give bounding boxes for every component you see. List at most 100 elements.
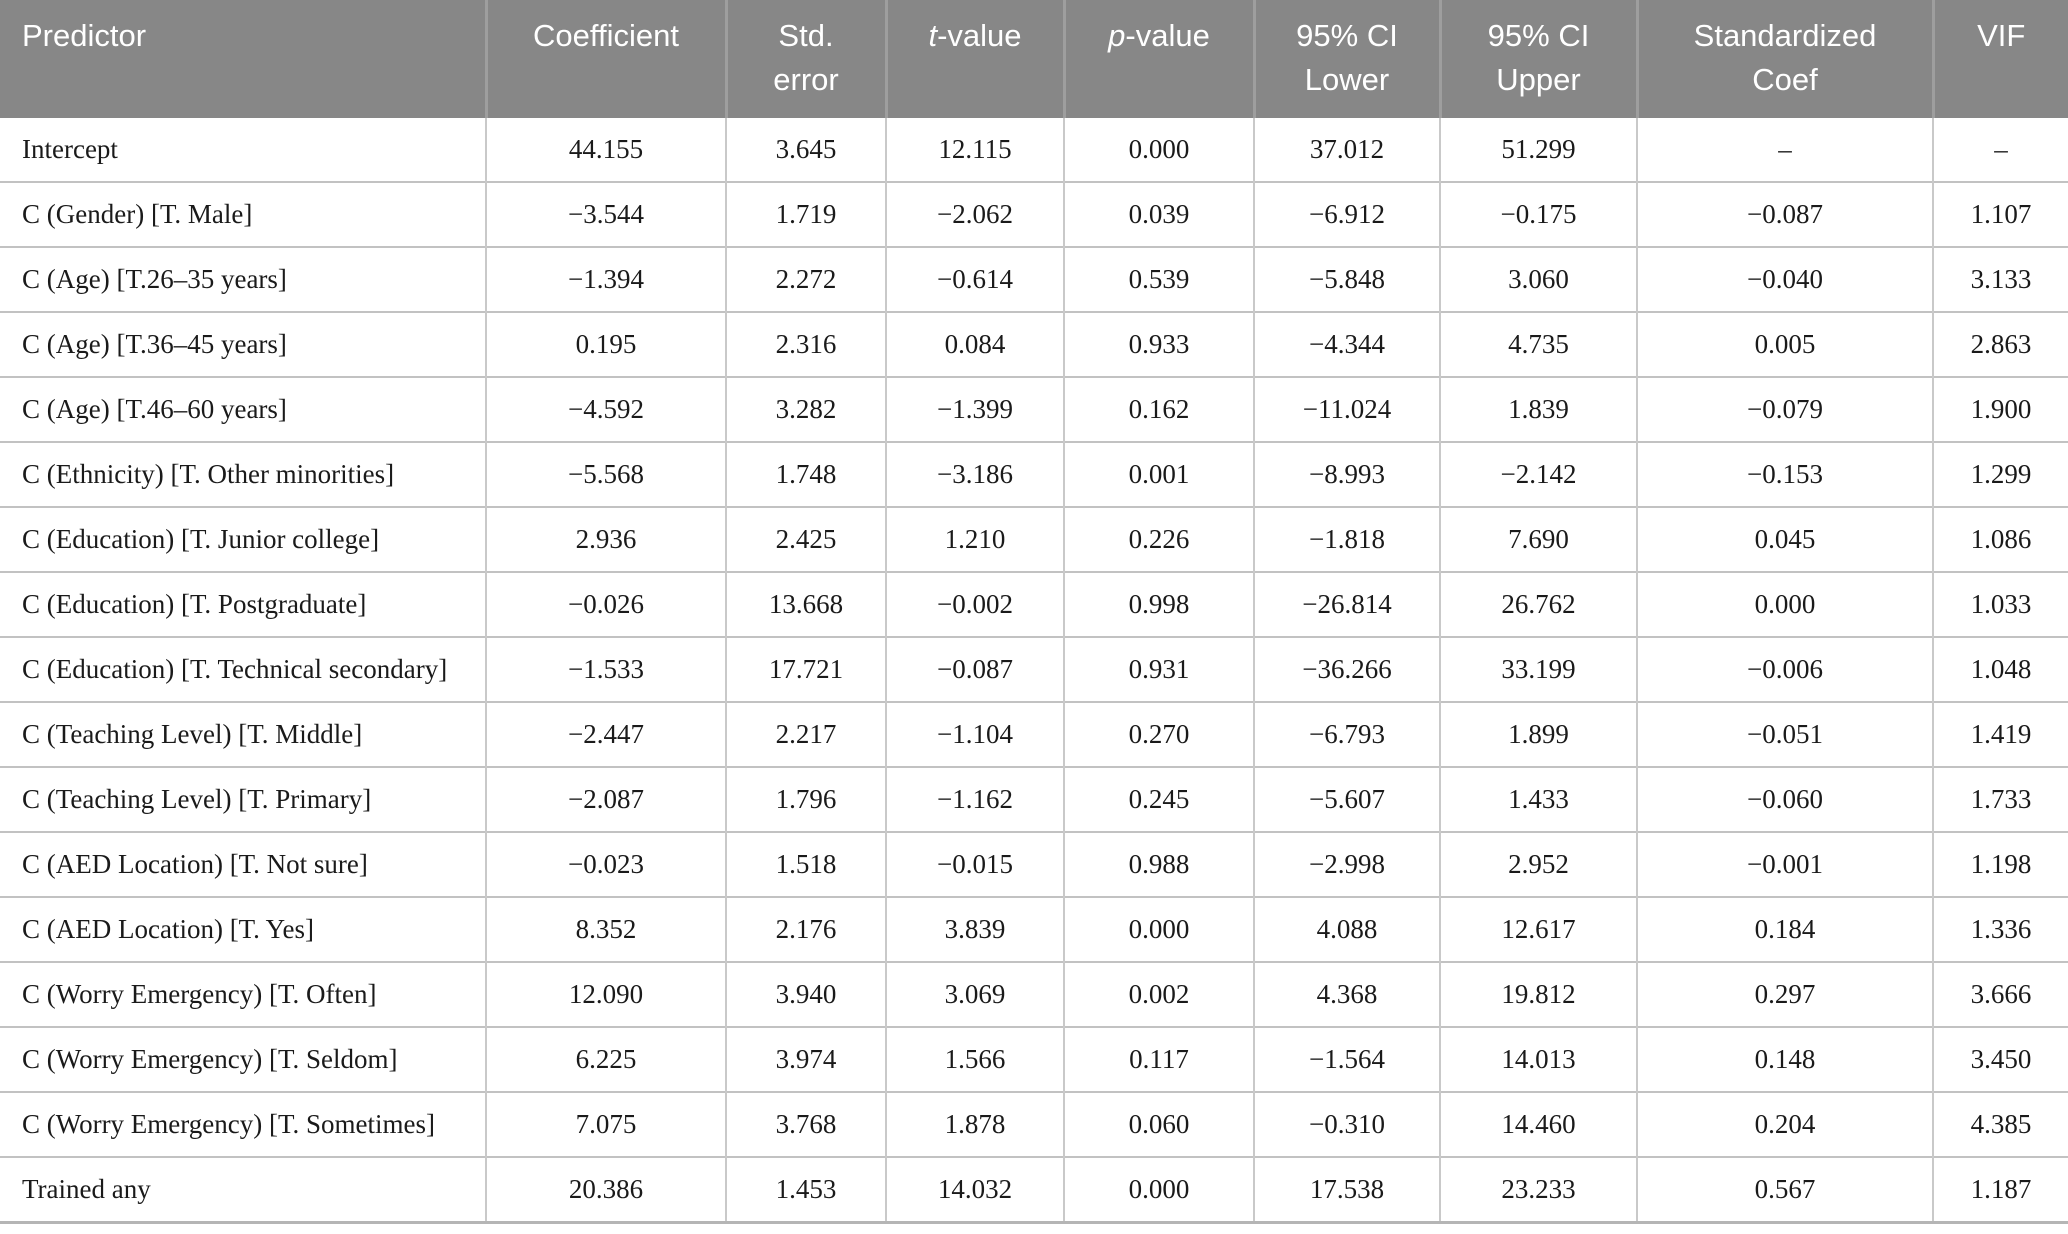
table-row: C (Teaching Level) [T. Primary] −2.087 1.7… — [0, 766, 2068, 832]
table-row: C (AED Location) [T. Yes] 8.352 2.176 3.839… — [0, 896, 2068, 962]
cell-p-value: 0.001 — [1063, 441, 1254, 507]
cell-p-value: 0.000 — [1063, 1156, 1254, 1223]
cell-std-coef: −0.153 — [1636, 441, 1933, 507]
cell-ci-lower: −4.344 — [1253, 311, 1440, 377]
header-label-line: Lower — [1304, 62, 1390, 97]
cell-p-value: 0.933 — [1063, 311, 1254, 377]
cell-coefficient: 6.225 — [485, 1026, 726, 1092]
header-label-line: Upper — [1496, 62, 1581, 97]
cell-coefficient: −5.568 — [485, 441, 726, 507]
cell-predictor: C (AED Location) [T. Not sure] — [0, 831, 486, 897]
cell-ci-upper: −2.142 — [1439, 441, 1637, 507]
cell-ci-upper: 7.690 — [1439, 506, 1637, 572]
cell-p-value: 0.162 — [1063, 376, 1254, 442]
cell-vif: 1.900 — [1932, 376, 2068, 442]
cell-vif: 3.133 — [1932, 246, 2068, 312]
cell-p-value: 0.039 — [1063, 181, 1254, 247]
table-row: C (Gender) [T. Male] −3.544 1.719 −2.062 0.0… — [0, 181, 2068, 247]
cell-t-value: 14.032 — [885, 1156, 1064, 1223]
cell-std-coef: −0.087 — [1636, 181, 1933, 247]
table-row: Intercept 44.155 3.645 12.115 0.000 37.012 51.… — [0, 118, 2068, 182]
cell-std-coef: −0.001 — [1636, 831, 1933, 897]
cell-p-value: 0.060 — [1063, 1091, 1254, 1157]
cell-vif: 1.033 — [1932, 571, 2068, 637]
cell-vif: 1.187 — [1932, 1156, 2068, 1223]
table-row: C (AED Location) [T. Not sure] −0.023 1.51… — [0, 831, 2068, 897]
cell-predictor: C (Education) [T. Junior college] — [0, 506, 486, 572]
cell-coefficient: −2.087 — [485, 766, 726, 832]
cell-std-error: 2.316 — [725, 311, 886, 377]
cell-ci-upper: 33.199 — [1439, 636, 1637, 702]
cell-coefficient: −4.592 — [485, 376, 726, 442]
cell-std-coef: −0.006 — [1636, 636, 1933, 702]
cell-ci-upper: 2.952 — [1439, 831, 1637, 897]
header-cell-coefficient: Coefficient — [484, 0, 726, 118]
cell-p-value: 0.931 — [1063, 636, 1254, 702]
cell-std-coef: −0.051 — [1636, 701, 1933, 767]
header-label-line: VIF — [1977, 18, 2026, 53]
cell-std-error: 1.748 — [725, 441, 886, 507]
cell-std-error: 2.272 — [725, 246, 886, 312]
cell-p-value: 0.270 — [1063, 701, 1254, 767]
cell-vif: 1.336 — [1932, 896, 2068, 962]
cell-std-coef: 0.184 — [1636, 896, 1933, 962]
cell-std-coef: 0.000 — [1636, 571, 1933, 637]
cell-std-error: 3.282 — [725, 376, 886, 442]
cell-std-error: 13.668 — [725, 571, 886, 637]
cell-ci-upper: 51.299 — [1439, 118, 1637, 182]
cell-predictor: C (Gender) [T. Male] — [0, 181, 486, 247]
cell-vif: 1.086 — [1932, 506, 2068, 572]
cell-predictor: C (Age) [T.46–60 years] — [0, 376, 486, 442]
cell-t-value: 3.839 — [885, 896, 1064, 962]
cell-ci-upper: 1.433 — [1439, 766, 1637, 832]
cell-std-error: 3.940 — [725, 961, 886, 1027]
cell-std-coef: – — [1636, 118, 1933, 182]
table-row: C (Age) [T.26–35 years] −1.394 2.272 −0.614… — [0, 246, 2068, 312]
cell-coefficient: −1.394 — [485, 246, 726, 312]
cell-std-coef: 0.148 — [1636, 1026, 1933, 1092]
table-row: C (Age) [T.36–45 years] 0.195 2.316 0.084 0.… — [0, 311, 2068, 377]
cell-ci-lower: −8.993 — [1253, 441, 1440, 507]
cell-coefficient: −1.533 — [485, 636, 726, 702]
table-row: C (Worry Emergency) [T. Sometimes] 7.075 3… — [0, 1091, 2068, 1157]
cell-t-value: −2.062 — [885, 181, 1064, 247]
cell-predictor: C (Education) [T. Technical secondary] — [0, 636, 486, 702]
cell-vif: 1.107 — [1932, 181, 2068, 247]
cell-coefficient: −0.023 — [485, 831, 726, 897]
cell-ci-lower: −26.814 — [1253, 571, 1440, 637]
cell-ci-upper: 19.812 — [1439, 961, 1637, 1027]
cell-p-value: 0.117 — [1063, 1026, 1254, 1092]
header-label-line: 95% CI — [1296, 18, 1398, 53]
header-label-line: Std. — [778, 18, 834, 53]
cell-predictor: C (AED Location) [T. Yes] — [0, 896, 486, 962]
cell-ci-upper: 14.460 — [1439, 1091, 1637, 1157]
cell-predictor: C (Worry Emergency) [T. Sometimes] — [0, 1091, 486, 1157]
cell-predictor: C (Teaching Level) [T. Middle] — [0, 701, 486, 767]
cell-vif: – — [1932, 118, 2068, 182]
table-row: C (Education) [T. Junior college] 2.936 2.… — [0, 506, 2068, 572]
cell-ci-lower: 4.368 — [1253, 961, 1440, 1027]
cell-coefficient: −3.544 — [485, 181, 726, 247]
cell-std-error: 3.768 — [725, 1091, 886, 1157]
header-label-line: t-value — [928, 18, 1022, 53]
cell-ci-lower: −36.266 — [1253, 636, 1440, 702]
header-cell-vif: VIF — [1931, 0, 2068, 118]
cell-coefficient: 44.155 — [485, 118, 726, 182]
header-cell-p-value: p-value — [1062, 0, 1254, 118]
table-row: C (Ethnicity) [T. Other minorities] −5.56… — [0, 441, 2068, 507]
cell-predictor: C (Teaching Level) [T. Primary] — [0, 766, 486, 832]
table-row: C (Worry Emergency) [T. Often] 12.090 3.94… — [0, 961, 2068, 1027]
cell-ci-lower: 17.538 — [1253, 1156, 1440, 1223]
table-header: Predictor Coefficient Std. error t-value p-va… — [0, 0, 2068, 118]
cell-t-value: −0.087 — [885, 636, 1064, 702]
table-row: C (Teaching Level) [T. Middle] −2.447 2.21… — [0, 701, 2068, 767]
cell-coefficient: 8.352 — [485, 896, 726, 962]
table-row: C (Education) [T. Technical secondary] −1… — [0, 636, 2068, 702]
cell-t-value: −0.614 — [885, 246, 1064, 312]
cell-vif: 1.733 — [1932, 766, 2068, 832]
cell-ci-upper: 1.899 — [1439, 701, 1637, 767]
header-label-line: Standardized — [1693, 18, 1877, 53]
table-header-row: Predictor Coefficient Std. error t-value p-va… — [0, 0, 2068, 118]
cell-t-value: −3.186 — [885, 441, 1064, 507]
